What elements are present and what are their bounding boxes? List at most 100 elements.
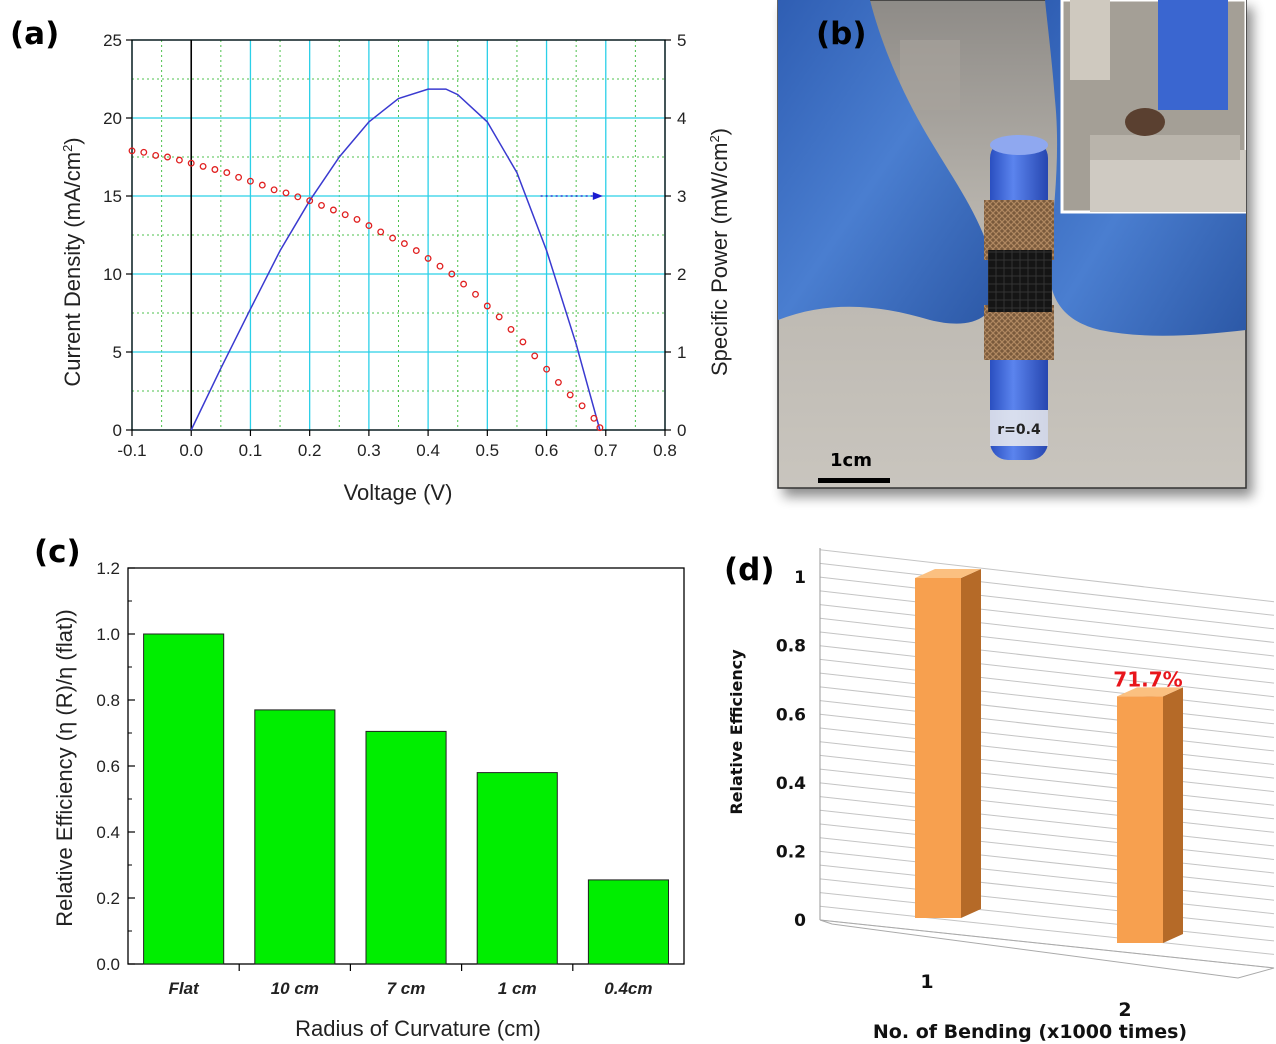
chart-d-gridline: [819, 700, 1275, 752]
chart-a-current-point: [175, 156, 183, 164]
chart-a-y2-axis-label-sup: 2: [707, 135, 722, 142]
panel-label-a: (a): [10, 16, 59, 52]
chart-a-power-curve: [190, 88, 601, 431]
chart-d-gridline: [819, 658, 1275, 711]
chart-c-x-axis-label: Radius of Curvature (cm): [295, 1016, 541, 1041]
chart-a-current-point: [519, 338, 527, 346]
chart-a-arrow-head: [592, 192, 603, 200]
chart-d-bar-top: [1117, 687, 1183, 697]
chart-c-y-tick-label: 0.4: [96, 823, 120, 842]
chart-c-x-tick-label: Flat: [168, 979, 200, 998]
chart-d-y-tick-label: 1: [794, 568, 806, 588]
chart-d-gridline: [819, 741, 1275, 793]
chart-c-bar: [476, 772, 558, 965]
chart-a-current-point: [235, 173, 243, 181]
chart-a-current-point: [246, 177, 254, 185]
chart-a-current-point: [389, 234, 397, 242]
chart-a-x-tick-label: 0.1: [239, 441, 263, 460]
chart-a-x-tick-label: 0.4: [416, 441, 440, 460]
panel-label-c: (c): [34, 534, 81, 570]
chart-c-y-tick-label: 0.0: [96, 955, 120, 974]
chart-a-y-axis-label-sup: 2: [60, 145, 75, 152]
chart-a-x-tick-label: 0.3: [357, 441, 381, 460]
chart-a-current-point: [412, 247, 420, 255]
chart-a-x-tick-label: 0.2: [298, 441, 322, 460]
photo-bg-object: [900, 40, 960, 110]
chart-c-y-tick-label: 1.0: [96, 625, 120, 644]
chart-a-current-point: [424, 254, 432, 262]
chart-a-x-tick-label: 0.8: [653, 441, 677, 460]
chart-a-y2-tick-label: 4: [677, 109, 686, 128]
black-band: [988, 250, 1052, 312]
scale-bar-label: 1cm: [830, 450, 872, 471]
chart-d-y-tick-label: 0.2: [776, 842, 806, 862]
chart-a-y-tick-label: 20: [103, 109, 122, 128]
chart-a-current-point: [294, 193, 302, 201]
inset-photo: [1060, 0, 1246, 214]
chart-d-gridline: [819, 549, 1275, 603]
chart-a-current-point: [448, 270, 456, 278]
chart-d-gridline: [819, 878, 1275, 928]
chart-a-current-point: [483, 302, 491, 310]
chart-a-y-axis-label-end: ): [60, 137, 85, 144]
chart-a-current-point: [566, 391, 574, 399]
chart-a-current-point: [543, 365, 551, 373]
chart-a-current-point: [507, 325, 515, 333]
chart-a-current-point: [341, 211, 349, 219]
chart-d-bar-top: [915, 569, 981, 578]
chart-a-current-point: [365, 222, 373, 230]
chart-d-x-tick-label: 1: [920, 971, 933, 993]
chart-a-y-tick-label: 15: [103, 187, 122, 206]
chart-d-gridline: [819, 672, 1275, 725]
chart-a-y2-tick-label: 1: [677, 343, 686, 362]
chart-a-current-point: [329, 206, 337, 214]
chart-a-current-point: [258, 181, 266, 189]
chart-a: -0.1 0.0 0.1 0.2 0.3 0.4 0.5 0.6 0.7 0.8051015202…: [103, 31, 686, 460]
chart-a-current-point: [282, 189, 290, 197]
chart-a-y-tick-label: 5: [113, 343, 122, 362]
chart-d-gridline: [819, 686, 1275, 738]
left-glove: [778, 0, 996, 324]
chart-d-y-axis-label: Relative Efficiency: [727, 649, 746, 815]
chart-d-x-tick-label: 2: [1118, 999, 1131, 1021]
inset-sample: [1125, 108, 1165, 136]
chart-d-gridline: [819, 713, 1275, 765]
tube-label-text: r=0.4: [997, 422, 1041, 438]
chart-c-y-tick-label: 0.8: [96, 691, 120, 710]
chart-d-gridline: [819, 617, 1275, 670]
chart-d-data-label: 71.7%: [1113, 667, 1182, 691]
chart-a-current-point: [211, 166, 219, 173]
chart-c-x-tick-label: 7 cm: [387, 979, 426, 998]
chart-c-x-tick-label: 0.4cm: [604, 979, 652, 998]
chart-a-current-point: [495, 313, 503, 321]
chart-a-y2-tick-label: 5: [677, 31, 686, 50]
chart-d-gridline: [819, 850, 1275, 901]
chart-d-gridline: [819, 837, 1275, 888]
inset-metal-stage: [1090, 150, 1246, 212]
tube-label: [990, 410, 1048, 446]
chart-c-y-axis-label: Relative Efficiency (η (R)/η (flat)): [52, 609, 77, 926]
chart-d-x-axis-label: No. of Bending (x1000 times): [873, 1021, 1187, 1043]
chart-a-current-point: [436, 262, 444, 270]
chart-a-current-point: [187, 159, 195, 167]
chart-d-gridline: [819, 727, 1275, 779]
chart-a-frame: [131, 39, 666, 431]
chart-d-gridline: [819, 864, 1275, 915]
chart-a-y2-tick-label: 3: [677, 187, 686, 206]
chart-a-current-point: [460, 280, 468, 288]
mesh-electrode-bottom: [984, 305, 1054, 360]
chart-a-y2-axis-label-main: Specific Power (mW/cm: [707, 143, 732, 376]
chart-a-current-point: [199, 162, 207, 170]
chart-a-x-tick-label: -0.1: [117, 441, 146, 460]
chart-d-floor: [819, 919, 1275, 979]
chart-d-y-tick-label: 0.6: [776, 705, 806, 725]
chart-a-y2-axis-label-end: ): [707, 128, 732, 135]
chart-a-x-tick-label: 0.0: [179, 441, 203, 460]
chart-a-current-point: [377, 228, 385, 236]
chart-c-bar: [254, 709, 336, 965]
panel-label-b: (b): [816, 16, 867, 52]
chart-d-gridline: [819, 823, 1275, 874]
inset-tube: [1158, 0, 1228, 110]
chart-a-current-point: [578, 402, 586, 410]
chart-c-y-tick-label: 0.2: [96, 889, 120, 908]
